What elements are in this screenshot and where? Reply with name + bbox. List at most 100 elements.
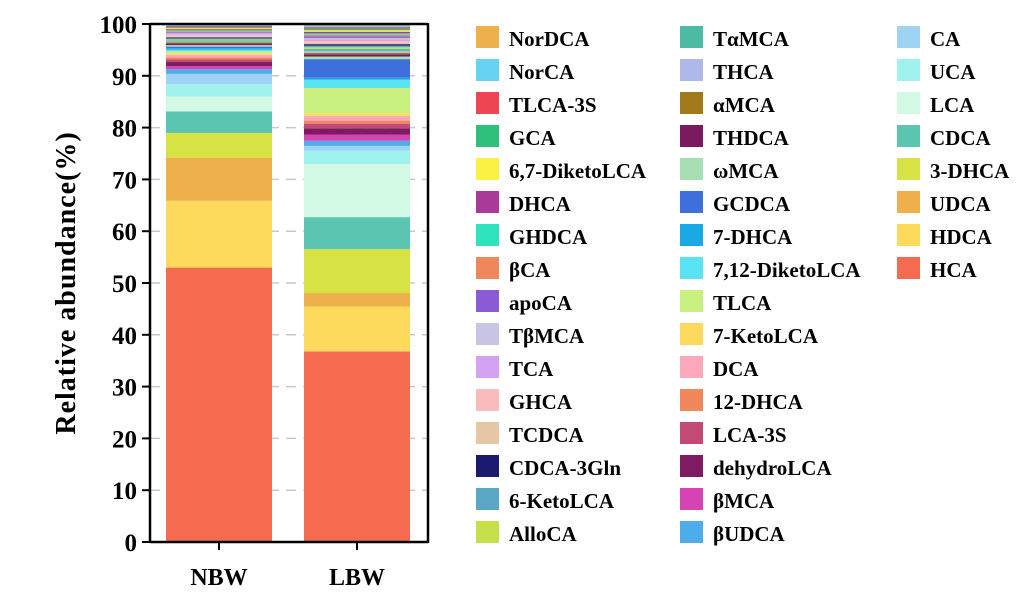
legend-swatch bbox=[476, 92, 499, 114]
legend-label: UCA bbox=[930, 60, 976, 84]
bar-segment bbox=[304, 44, 410, 46]
bar-segment bbox=[166, 29, 272, 31]
legend-label: 7-KetoLCA bbox=[713, 324, 819, 348]
legend-swatch bbox=[680, 290, 703, 312]
bar-segment bbox=[166, 40, 272, 42]
bar-segment bbox=[166, 49, 272, 52]
legend-swatch bbox=[897, 257, 920, 279]
y-tick-label: 20 bbox=[112, 426, 137, 453]
y-tick-label: 100 bbox=[100, 12, 138, 39]
legend-label: LCA bbox=[930, 93, 975, 117]
legend-swatch bbox=[680, 356, 703, 378]
bar-segment bbox=[166, 37, 272, 39]
y-tick-label: 50 bbox=[112, 271, 137, 298]
bar-segment bbox=[166, 38, 272, 40]
bar-segment bbox=[304, 88, 410, 114]
bar-segment bbox=[304, 42, 410, 45]
legend-swatch bbox=[897, 92, 920, 114]
legend-label: TLCA-3S bbox=[509, 93, 597, 117]
bar-segment bbox=[166, 35, 272, 37]
legend-label: GCA bbox=[509, 126, 557, 150]
legend-swatch bbox=[897, 158, 920, 180]
axes: Relative abundance(%) NBW LBW 0 10 20 30 40 50 6… bbox=[51, 12, 430, 591]
x-tick-label: NBW bbox=[190, 565, 247, 591]
bar-segment bbox=[304, 56, 410, 60]
legend-swatch bbox=[897, 125, 920, 147]
legend-label: 12-DHCA bbox=[713, 390, 804, 414]
bar-segment bbox=[166, 111, 272, 133]
bar-segment bbox=[166, 69, 272, 74]
legend-label: TβMCA bbox=[509, 324, 585, 348]
bar-segment bbox=[304, 30, 410, 32]
bar-segment bbox=[304, 31, 410, 34]
legend-swatch bbox=[476, 323, 499, 345]
bar-segment bbox=[304, 36, 410, 38]
legend-label: ωMCA bbox=[713, 159, 779, 183]
legend-label: DCA bbox=[713, 357, 759, 381]
bar-segment bbox=[166, 84, 272, 97]
bar-segment bbox=[166, 53, 272, 55]
legend-label: 6-KetoLCA bbox=[509, 489, 615, 513]
y-tick-label: 0 bbox=[125, 530, 138, 557]
bar-segment bbox=[304, 115, 410, 121]
legend-swatch bbox=[680, 323, 703, 345]
legend-label: GHCA bbox=[509, 390, 573, 414]
legend-swatch bbox=[680, 158, 703, 180]
legend-swatch bbox=[476, 389, 499, 411]
bar-segment bbox=[166, 31, 272, 33]
bar-segment bbox=[304, 41, 410, 43]
bar-segment bbox=[304, 123, 410, 129]
bar-segment bbox=[166, 39, 272, 41]
legend-swatch bbox=[476, 257, 499, 279]
bar-segment bbox=[304, 79, 410, 89]
bar-segment bbox=[166, 33, 272, 35]
y-tick-label: 60 bbox=[112, 219, 137, 246]
legend-swatch bbox=[476, 224, 499, 246]
y-tick-label: 70 bbox=[112, 167, 137, 194]
bar-segment bbox=[304, 134, 410, 141]
bar-segment bbox=[166, 73, 272, 85]
legend-swatch bbox=[680, 422, 703, 444]
legend-label: UDCA bbox=[930, 192, 991, 216]
bar-segment bbox=[166, 41, 272, 43]
y-tick-label: 10 bbox=[112, 478, 137, 505]
bar-segment bbox=[304, 45, 410, 48]
legend-swatch bbox=[680, 92, 703, 114]
bar-segment bbox=[304, 33, 410, 35]
bar-segment bbox=[166, 267, 272, 542]
bar-segment bbox=[166, 26, 272, 28]
bar-segment bbox=[304, 48, 410, 51]
bar-segment bbox=[304, 163, 410, 218]
bar-segment bbox=[166, 59, 272, 63]
bar-segment bbox=[304, 25, 410, 28]
bar-segment bbox=[304, 47, 410, 49]
bar-segment bbox=[304, 34, 410, 37]
legend-swatch bbox=[476, 488, 499, 510]
bar-segment bbox=[304, 50, 410, 53]
legend-label: GCDCA bbox=[713, 192, 791, 216]
legend-swatch bbox=[680, 26, 703, 48]
legend-label: TLCA bbox=[713, 291, 772, 315]
legend-label: DHCA bbox=[509, 192, 572, 216]
legend-label: 7,12-DiketoLCA bbox=[713, 258, 861, 282]
bar-segment bbox=[304, 140, 410, 146]
bar-segment bbox=[304, 37, 410, 40]
legend-swatch bbox=[476, 59, 499, 81]
legend-swatch bbox=[897, 59, 920, 81]
legend-swatch bbox=[476, 521, 499, 543]
bar-segment bbox=[304, 52, 410, 55]
legend-swatch bbox=[680, 389, 703, 411]
legend-label: NorCA bbox=[509, 60, 575, 84]
legend-swatch bbox=[476, 158, 499, 180]
legend-label: GHDCA bbox=[509, 225, 588, 249]
x-tick-label: LBW bbox=[329, 565, 385, 591]
legend-label: apoCA bbox=[509, 291, 573, 315]
legend-label: βCA bbox=[509, 258, 551, 282]
legend-label: HCA bbox=[930, 258, 978, 282]
bar-segment bbox=[166, 34, 272, 36]
legend-label: TCA bbox=[509, 357, 554, 381]
bar-segment bbox=[166, 200, 272, 268]
bar-segment bbox=[304, 28, 410, 31]
bar-segment bbox=[304, 351, 410, 542]
